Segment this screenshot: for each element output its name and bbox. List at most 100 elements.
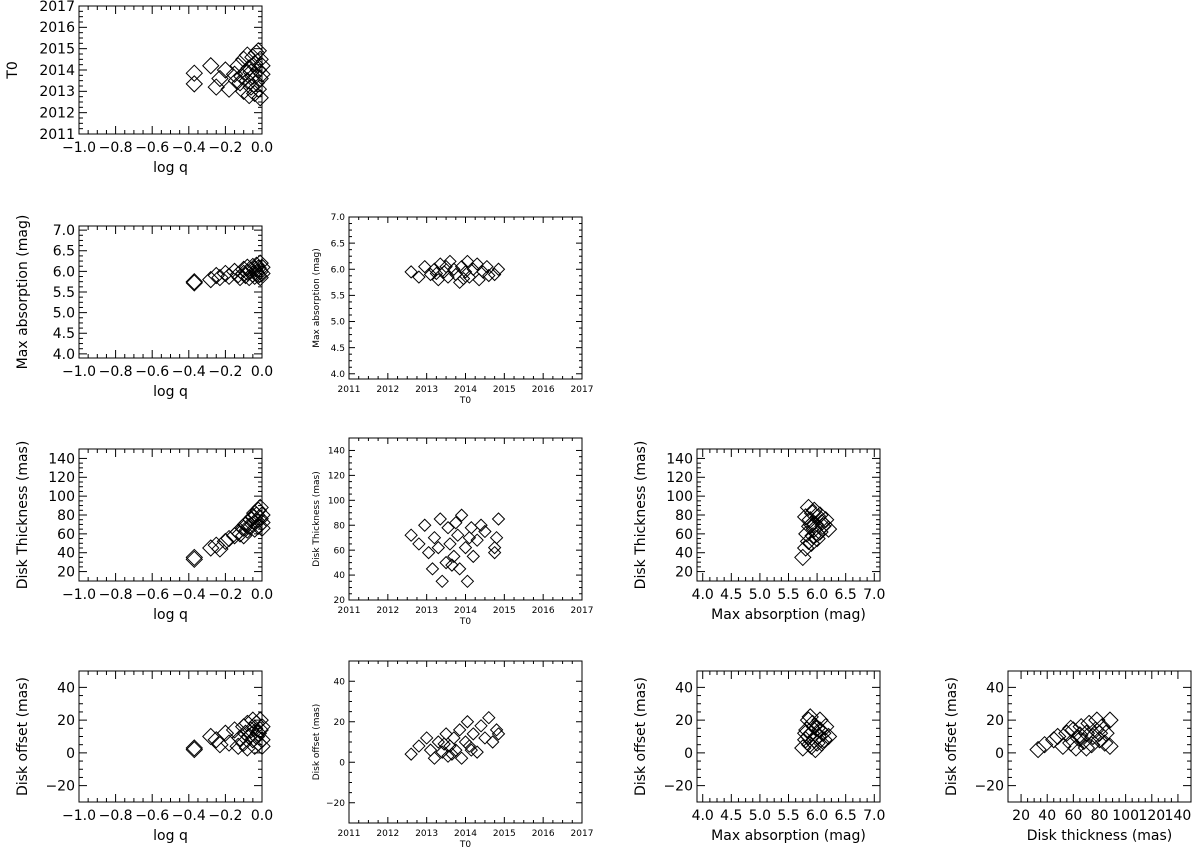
data-point-diamond: [251, 89, 269, 107]
x-tick-label: 2016: [532, 829, 555, 839]
data-point-diamond: [1096, 734, 1114, 752]
x-tick-label: −0.2: [208, 140, 242, 156]
x-tick-label: −0.4: [172, 808, 206, 824]
y-tick-label: 5.5: [331, 292, 345, 302]
scatter-panel-p_T0_offset: 2011 2012 2013 2014 2015 2016 2017 −20 0 20 40 T0 Di…: [312, 660, 594, 850]
y-axis-label: Disk Thickness (mas): [312, 471, 322, 567]
data-point-diamond: [253, 264, 271, 283]
data-point-diamond: [242, 63, 260, 81]
x-tick-label: 2015: [493, 606, 516, 616]
y-tick-label: 40: [675, 680, 693, 696]
data-point-diamond: [491, 727, 506, 741]
data-point-diamond: [478, 731, 492, 745]
data-point-diamond: [251, 50, 269, 69]
data-point-diamond: [487, 545, 502, 560]
x-axis-label: T0: [459, 617, 471, 627]
x-tick-label: 0.0: [251, 364, 273, 380]
y-tick-label: 120: [328, 472, 345, 482]
x-tick-label: 100: [1112, 808, 1139, 824]
y-tick-label: 40: [986, 680, 1004, 696]
data-point-diamond: [251, 254, 269, 272]
x-tick-label: −0.2: [208, 808, 242, 824]
x-tick-label: 6.0: [806, 587, 828, 603]
plot-frame: [348, 216, 583, 380]
data-point-diamond: [253, 737, 271, 756]
scatter-panel-p_logq_T0: −1.0 −0.8 −0.6 −0.4 −0.2 0.0 2011 2012 2013 2014 2…: [5, 0, 273, 176]
plot-frame: [78, 225, 263, 359]
data-point-diamond: [804, 527, 822, 545]
data-point-diamond: [437, 737, 451, 751]
data-point-diamond: [464, 743, 479, 757]
x-tick-label: 6.5: [835, 808, 857, 824]
x-tick-label: 4.5: [720, 587, 742, 603]
scatter-panel-p_absorption_offset: 4.0 4.5 5.0 5.5 6.0 6.5 7.0 −20 0 20 40 Max absorpt…: [633, 670, 885, 844]
data-point-diamond: [216, 264, 235, 283]
data-point-diamond: [1097, 724, 1115, 742]
data-point-diamond: [427, 530, 442, 545]
data-point-diamond: [253, 731, 271, 749]
x-tick-label: 2016: [532, 606, 555, 616]
data-point-diamond: [249, 259, 268, 277]
x-tick-label: −0.6: [135, 364, 169, 380]
data-point-diamond: [253, 519, 271, 537]
data-point-diamond: [245, 737, 264, 756]
data-point-diamond: [816, 717, 835, 736]
y-tick-label: 100: [48, 489, 75, 505]
y-tick-label: 2013: [39, 84, 75, 100]
data-point-diamond: [431, 540, 446, 555]
x-tick-label: 5.5: [777, 808, 799, 824]
data-point-diamond: [418, 259, 432, 274]
x-axis-label: T0: [459, 840, 471, 850]
data-point-diamond: [460, 574, 475, 589]
data-point-diamond: [1093, 717, 1111, 736]
y-tick-label: −20: [974, 779, 1004, 795]
data-point-diamond: [482, 710, 496, 725]
scatter-panel-p_logq_thickness: −1.0 −0.8 −0.6 −0.4 −0.2 0.0 20 40 60 80 100 120 140…: [15, 441, 273, 623]
x-tick-label: −1.0: [62, 808, 96, 824]
data-point-diamond: [445, 747, 459, 761]
y-tick-label: 4.5: [53, 326, 75, 342]
data-point-diamond: [466, 262, 480, 276]
data-point-diamond: [439, 727, 453, 741]
x-tick-label: −0.8: [99, 587, 133, 603]
data-point-diamond: [808, 734, 826, 752]
y-tick-label: 6.0: [53, 264, 75, 280]
y-tick-label: 2012: [39, 106, 75, 122]
x-tick-label: −0.2: [208, 587, 242, 603]
x-tick-label: 2012: [376, 606, 399, 616]
x-tick-label: 0.0: [251, 140, 273, 156]
scatter-panel-p_logq_offset: −1.0 −0.8 −0.6 −0.4 −0.2 0.0 −20 0 20 40 log q Disk…: [15, 670, 273, 844]
x-axis-label: T0: [459, 396, 471, 406]
data-point-diamond: [462, 530, 477, 545]
data-point-diamond: [1048, 727, 1067, 746]
data-point-diamond: [487, 267, 502, 282]
data-point-diamond: [207, 78, 225, 96]
data-point-diamond: [185, 272, 203, 291]
data-point-diamond: [470, 533, 484, 547]
y-tick-label: 100: [666, 489, 693, 505]
data-point-diamond: [801, 708, 819, 726]
x-tick-label: −0.8: [99, 140, 133, 156]
data-point-diamond: [233, 67, 251, 86]
y-tick-label: 60: [334, 546, 346, 556]
data-point-diamond: [447, 549, 461, 564]
plot-frame: [1007, 670, 1192, 803]
data-point-diamond: [489, 723, 504, 737]
data-point-diamond: [470, 745, 484, 759]
x-tick-label: −0.4: [172, 587, 206, 603]
data-point-diamond: [412, 739, 426, 753]
data-point-diamond: [815, 515, 833, 534]
data-point-diamond: [474, 518, 488, 532]
data-point-diamond: [814, 517, 832, 536]
data-point-diamond: [466, 727, 480, 741]
y-tick-label: 40: [57, 680, 75, 696]
y-tick-label: 4.5: [331, 344, 345, 354]
y-tick-label: 40: [675, 546, 693, 562]
data-point-diamond: [464, 521, 479, 535]
data-point-diamond: [1067, 739, 1085, 757]
x-tick-label: 2014: [454, 829, 477, 839]
y-axis-label: Disk Thickness (mas): [15, 441, 31, 590]
x-tick-label: 0.0: [251, 808, 273, 824]
x-tick-label: 2017: [571, 829, 594, 839]
data-point-diamond: [458, 540, 473, 555]
